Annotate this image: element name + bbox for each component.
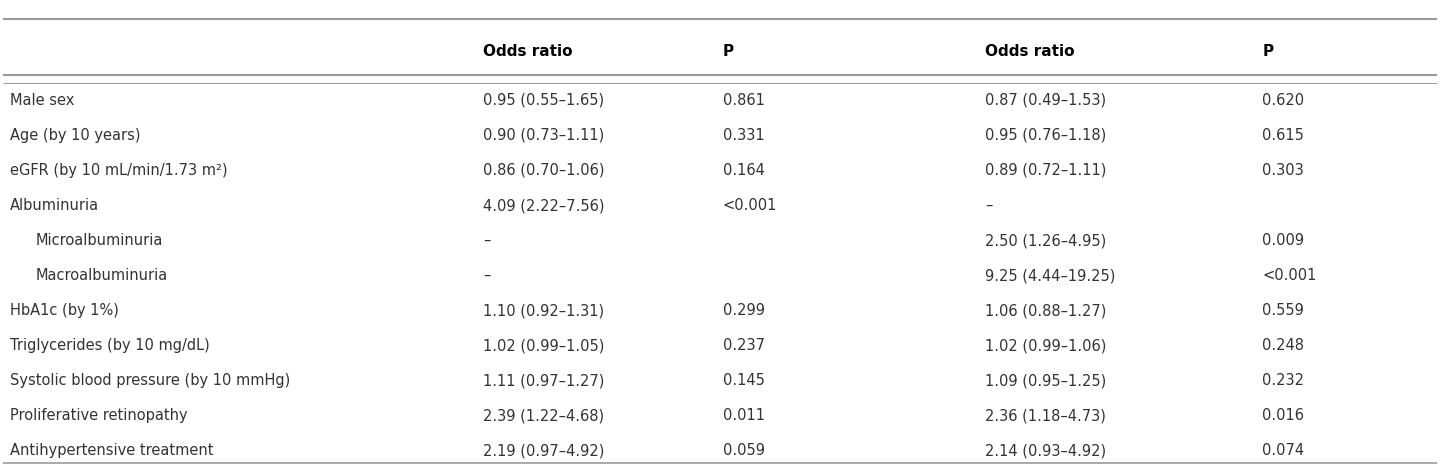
Text: 1.06 (0.88–1.27): 1.06 (0.88–1.27) xyxy=(985,303,1107,318)
Text: 0.331: 0.331 xyxy=(723,128,765,143)
Text: 0.559: 0.559 xyxy=(1263,303,1305,318)
Text: 0.237: 0.237 xyxy=(723,338,765,353)
Text: 0.615: 0.615 xyxy=(1263,128,1305,143)
Text: HbA1c (by 1%): HbA1c (by 1%) xyxy=(10,303,120,318)
Text: Odds ratio: Odds ratio xyxy=(985,44,1074,59)
Text: 0.87 (0.49–1.53): 0.87 (0.49–1.53) xyxy=(985,93,1106,108)
Text: 0.303: 0.303 xyxy=(1263,163,1305,178)
Text: 0.95 (0.76–1.18): 0.95 (0.76–1.18) xyxy=(985,128,1106,143)
Text: 0.620: 0.620 xyxy=(1263,93,1305,108)
Text: 1.11 (0.97–1.27): 1.11 (0.97–1.27) xyxy=(484,373,605,388)
Text: 0.164: 0.164 xyxy=(723,163,765,178)
Text: –: – xyxy=(985,198,992,213)
Text: –: – xyxy=(484,233,491,248)
Text: 0.86 (0.70–1.06): 0.86 (0.70–1.06) xyxy=(484,163,605,178)
Text: 1.02 (0.99–1.06): 1.02 (0.99–1.06) xyxy=(985,338,1107,353)
Text: eGFR (by 10 mL/min/1.73 m²): eGFR (by 10 mL/min/1.73 m²) xyxy=(10,163,228,178)
Text: P: P xyxy=(1263,44,1273,59)
Text: <0.001: <0.001 xyxy=(1263,268,1316,283)
Text: Odds ratio: Odds ratio xyxy=(484,44,573,59)
Text: P: P xyxy=(723,44,734,59)
Text: <0.001: <0.001 xyxy=(723,198,778,213)
Text: Proliferative retinopathy: Proliferative retinopathy xyxy=(10,408,187,423)
Text: 0.89 (0.72–1.11): 0.89 (0.72–1.11) xyxy=(985,163,1107,178)
Text: 0.299: 0.299 xyxy=(723,303,765,318)
Text: 2.14 (0.93–4.92): 2.14 (0.93–4.92) xyxy=(985,444,1106,458)
Text: 1.10 (0.92–1.31): 1.10 (0.92–1.31) xyxy=(484,303,605,318)
Text: 0.248: 0.248 xyxy=(1263,338,1305,353)
Text: Triglycerides (by 10 mg/dL): Triglycerides (by 10 mg/dL) xyxy=(10,338,210,353)
Text: Macroalbuminuria: Macroalbuminuria xyxy=(36,268,168,283)
Text: 4.09 (2.22–7.56): 4.09 (2.22–7.56) xyxy=(484,198,605,213)
Text: 0.145: 0.145 xyxy=(723,373,765,388)
Text: 1.09 (0.95–1.25): 1.09 (0.95–1.25) xyxy=(985,373,1106,388)
Text: Antihypertensive treatment: Antihypertensive treatment xyxy=(10,444,213,458)
Text: 0.861: 0.861 xyxy=(723,93,765,108)
Text: 2.39 (1.22–4.68): 2.39 (1.22–4.68) xyxy=(484,408,605,423)
Text: 0.232: 0.232 xyxy=(1263,373,1305,388)
Text: Microalbuminuria: Microalbuminuria xyxy=(36,233,163,248)
Text: 0.90 (0.73–1.11): 0.90 (0.73–1.11) xyxy=(484,128,605,143)
Text: 2.36 (1.18–4.73): 2.36 (1.18–4.73) xyxy=(985,408,1106,423)
Text: 0.016: 0.016 xyxy=(1263,408,1305,423)
Text: Systolic blood pressure (by 10 mmHg): Systolic blood pressure (by 10 mmHg) xyxy=(10,373,291,388)
Text: 0.011: 0.011 xyxy=(723,408,765,423)
Text: 2.19 (0.97–4.92): 2.19 (0.97–4.92) xyxy=(484,444,605,458)
Text: Albuminuria: Albuminuria xyxy=(10,198,99,213)
Text: 0.074: 0.074 xyxy=(1263,444,1305,458)
Text: 0.95 (0.55–1.65): 0.95 (0.55–1.65) xyxy=(484,93,605,108)
Text: –: – xyxy=(484,268,491,283)
Text: Male sex: Male sex xyxy=(10,93,75,108)
Text: Age (by 10 years): Age (by 10 years) xyxy=(10,128,141,143)
Text: 9.25 (4.44–19.25): 9.25 (4.44–19.25) xyxy=(985,268,1116,283)
Text: 1.02 (0.99–1.05): 1.02 (0.99–1.05) xyxy=(484,338,605,353)
Text: 0.059: 0.059 xyxy=(723,444,765,458)
Text: 2.50 (1.26–4.95): 2.50 (1.26–4.95) xyxy=(985,233,1106,248)
Text: 0.009: 0.009 xyxy=(1263,233,1305,248)
